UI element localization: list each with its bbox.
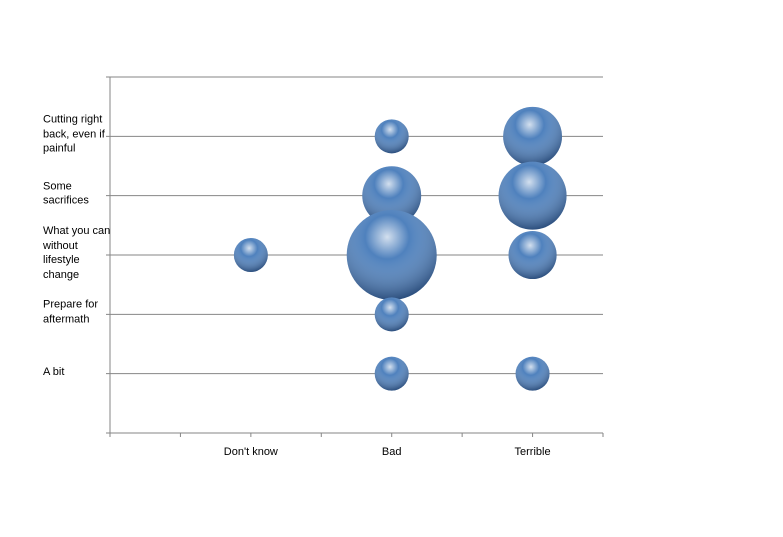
x-tick-label: Bad xyxy=(381,446,402,458)
y-tick-label: Cutting right back, even if painful xyxy=(43,113,105,155)
x-tick-label: Don't know xyxy=(223,446,278,458)
y-tick-label: Some sacrifices xyxy=(43,180,89,207)
bubble xyxy=(503,106,563,166)
bubble xyxy=(515,356,550,391)
bubble-shade xyxy=(374,297,409,332)
bubble xyxy=(498,161,567,230)
bubble xyxy=(362,166,422,226)
bubble-shade xyxy=(498,161,567,230)
bubble xyxy=(233,238,268,272)
bubble-shade xyxy=(503,106,563,166)
bubble-shade xyxy=(374,356,409,391)
bubble-shade xyxy=(233,238,268,272)
bubble-shade xyxy=(508,230,557,280)
y-tick-label: What you can without lifestyle change xyxy=(43,225,111,281)
bubble-shade xyxy=(515,356,550,391)
x-tick-label: Terrible xyxy=(514,446,551,458)
y-tick-label: Prepare for aftermath xyxy=(43,298,99,326)
bubble xyxy=(346,210,437,300)
bubble xyxy=(374,356,409,391)
bubble xyxy=(374,297,409,332)
bubble-shade xyxy=(374,119,409,154)
bubble xyxy=(508,230,557,280)
bubble-shade xyxy=(346,210,437,300)
bubble xyxy=(374,119,409,154)
y-tick-label: A bit xyxy=(43,365,65,378)
bubble-shade xyxy=(362,166,422,226)
